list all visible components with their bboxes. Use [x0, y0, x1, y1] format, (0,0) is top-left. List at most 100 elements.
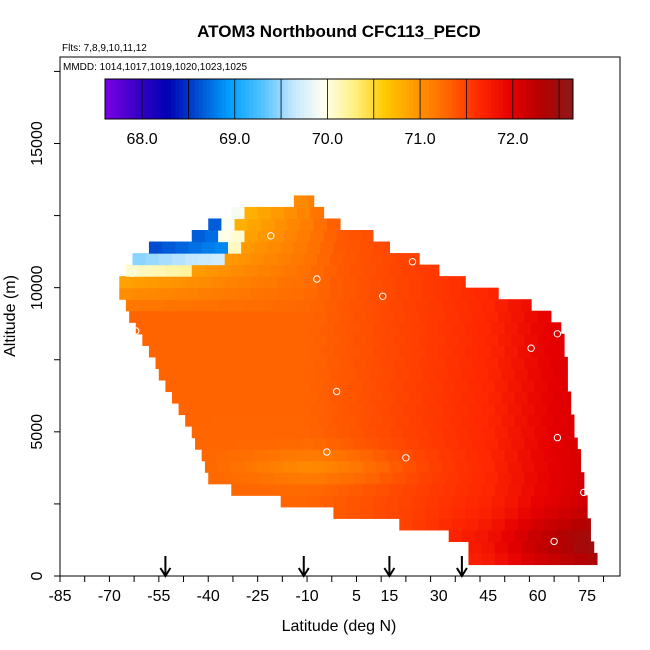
heatmap-cell — [185, 276, 199, 289]
heatmap-cell — [445, 310, 460, 323]
heatmap-cell — [415, 264, 430, 277]
heatmap-cell — [521, 552, 535, 566]
heatmap-cell — [415, 483, 430, 496]
heatmap-cell — [353, 356, 367, 369]
heatmap-cell — [316, 287, 331, 300]
heatmap-cell — [376, 460, 391, 473]
heatmap-cell — [471, 333, 486, 346]
heatmap-cell — [560, 541, 575, 554]
heatmap-cell — [494, 426, 509, 439]
heatmap-cell — [353, 310, 367, 323]
heatmap-cell — [481, 426, 496, 439]
x-tick-label: -10 — [296, 588, 319, 605]
heatmap-cell — [422, 287, 437, 300]
heatmap-cell — [297, 230, 311, 243]
heatmap-cell — [560, 552, 575, 566]
heatmap-cell — [577, 472, 585, 485]
colorbar-swatch — [471, 79, 476, 119]
heatmap-cell — [366, 356, 381, 369]
heatmap-cell — [465, 345, 479, 358]
colorbar-swatch — [342, 79, 348, 119]
heatmap-cell — [247, 437, 262, 450]
flight-arrows — [159, 556, 468, 578]
heatmap-cell — [442, 483, 456, 496]
heatmap-cell — [524, 310, 539, 323]
heatmap-cell — [323, 426, 338, 439]
heatmap-cell — [218, 230, 232, 243]
colorbar-swatch — [105, 79, 110, 119]
heatmap-cell — [349, 264, 364, 277]
heatmap-cell — [508, 299, 522, 312]
heatmap-cell — [316, 391, 331, 404]
heatmap-cell — [280, 495, 295, 508]
heatmap-cell — [534, 426, 549, 439]
heatmap-cell — [155, 333, 170, 346]
heatmap-cell — [564, 472, 578, 485]
heatmap-cell — [494, 379, 509, 393]
heatmap-cell — [504, 495, 519, 508]
heatmap-cell — [290, 276, 305, 289]
colorbar-swatch — [436, 79, 441, 119]
heatmap-cell — [284, 460, 298, 473]
heatmap-cell — [155, 310, 170, 323]
heatmap-cell — [172, 253, 186, 266]
heatmap-cell — [224, 287, 239, 300]
colorbar-swatch — [132, 79, 137, 119]
heatmap-cell — [326, 472, 341, 485]
heatmap-cell — [399, 322, 414, 335]
heatmap-cell — [379, 437, 394, 450]
heatmap-cell — [442, 403, 456, 416]
heatmap-cell — [521, 460, 535, 473]
heatmap-cell — [310, 426, 325, 439]
heatmap-cell — [307, 495, 321, 508]
heatmap-cell — [323, 483, 338, 496]
heatmap-cell — [376, 379, 391, 393]
heatmap-cell — [221, 310, 236, 323]
colorbar-swatch — [300, 79, 305, 119]
heatmap-cell — [527, 391, 542, 404]
heatmap-cell — [300, 218, 315, 231]
heatmap-cell — [573, 460, 582, 473]
heatmap-cell — [560, 483, 575, 496]
heatmap-cell — [547, 483, 562, 496]
colorbar-swatch — [202, 79, 207, 119]
heatmap-cell — [527, 368, 542, 381]
heatmap-cell — [386, 506, 400, 519]
heatmap-cell — [428, 379, 443, 393]
colorbar-frame — [104, 78, 574, 120]
heatmap-cell — [307, 195, 315, 208]
heatmap-cell — [303, 391, 318, 404]
heatmap-cell — [244, 426, 259, 439]
heatmap-cell — [498, 472, 512, 485]
heatmap-cell — [369, 368, 384, 381]
heatmap-cell — [438, 449, 453, 462]
heatmap-cell — [218, 426, 232, 439]
heatmap-cell — [356, 414, 371, 427]
heatmap-cell — [270, 426, 285, 439]
heatmap-cell — [514, 414, 529, 427]
sample-point — [402, 454, 410, 462]
heatmap-cell — [570, 495, 585, 508]
sample-point — [580, 566, 588, 574]
heatmap-cell — [468, 379, 483, 393]
heatmap-cell — [567, 529, 582, 542]
colorbar-swatch — [175, 79, 180, 119]
heatmap-cell — [284, 206, 298, 220]
heatmap-cell — [425, 506, 440, 519]
heatmap-cell — [521, 379, 535, 393]
colorbar-swatch — [401, 79, 406, 119]
heatmap-cell — [284, 403, 298, 416]
heatmap-cell — [333, 506, 348, 519]
heatmap-cell — [468, 483, 483, 496]
heatmap-cell — [307, 449, 321, 462]
heatmap-cell — [241, 241, 255, 254]
heatmap-cell — [455, 379, 470, 393]
heatmap-cell — [484, 437, 499, 450]
heatmap-cell — [280, 322, 295, 335]
heatmap-cell — [257, 403, 272, 416]
heatmap-cell — [218, 379, 232, 393]
colorbar-swatch — [331, 79, 336, 119]
colorbar-swatch — [327, 79, 332, 119]
heatmap-cell — [550, 356, 565, 369]
heatmap-cell — [343, 253, 358, 266]
